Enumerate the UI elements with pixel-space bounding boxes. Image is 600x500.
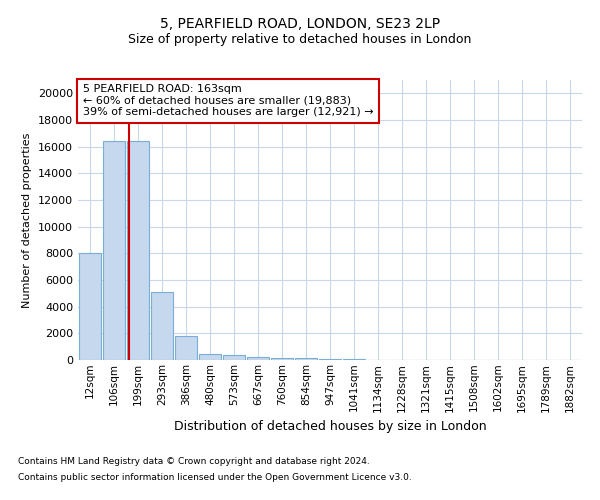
Y-axis label: Number of detached properties: Number of detached properties <box>22 132 32 308</box>
Bar <box>343 359 365 360</box>
Bar <box>271 358 293 360</box>
Text: 5, PEARFIELD ROAD, LONDON, SE23 2LP: 5, PEARFIELD ROAD, LONDON, SE23 2LP <box>160 18 440 32</box>
Bar <box>79 252 101 360</box>
Bar <box>175 336 197 360</box>
Bar <box>199 354 221 360</box>
Text: 5 PEARFIELD ROAD: 163sqm
← 60% of detached houses are smaller (19,883)
39% of se: 5 PEARFIELD ROAD: 163sqm ← 60% of detach… <box>83 84 374 117</box>
X-axis label: Distribution of detached houses by size in London: Distribution of detached houses by size … <box>173 420 487 433</box>
Text: Contains HM Land Registry data © Crown copyright and database right 2024.: Contains HM Land Registry data © Crown c… <box>18 458 370 466</box>
Bar <box>223 356 245 360</box>
Bar <box>247 357 269 360</box>
Text: Size of property relative to detached houses in London: Size of property relative to detached ho… <box>128 32 472 46</box>
Bar <box>127 142 149 360</box>
Bar <box>103 142 125 360</box>
Bar <box>295 358 317 360</box>
Bar <box>319 358 341 360</box>
Text: Contains public sector information licensed under the Open Government Licence v3: Contains public sector information licen… <box>18 472 412 482</box>
Bar <box>151 292 173 360</box>
